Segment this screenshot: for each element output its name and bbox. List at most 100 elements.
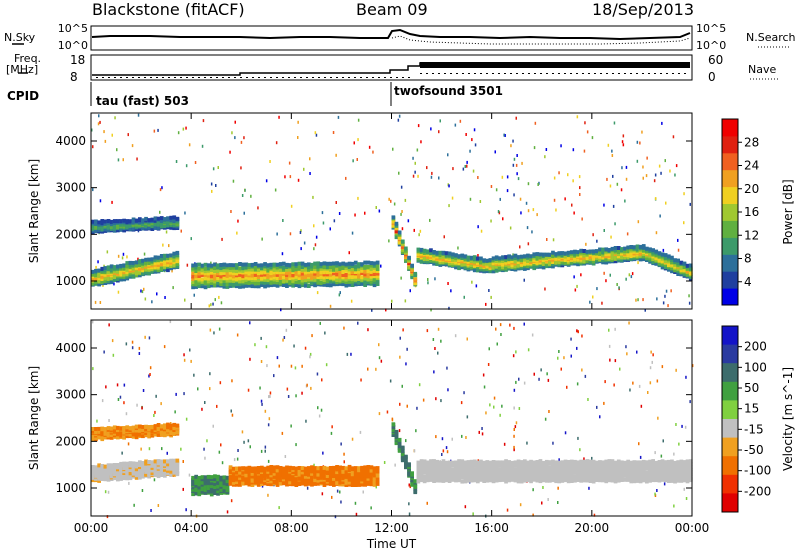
echo-cell	[209, 281, 214, 285]
echo-cell	[544, 473, 549, 478]
colorbar-segment	[722, 119, 738, 137]
echo-cell	[91, 272, 95, 277]
echo-cell	[250, 284, 255, 289]
echo-cell	[523, 470, 527, 475]
echo-cell	[203, 262, 208, 267]
echo-cell	[585, 474, 590, 479]
noise-echo	[212, 302, 214, 306]
echo-cell	[372, 475, 377, 480]
echo-cell	[479, 471, 483, 476]
echo-cell	[112, 476, 117, 480]
echo-cell	[676, 272, 680, 276]
echo-cell	[366, 274, 371, 279]
noise-echo	[404, 198, 407, 202]
echo-cell	[347, 482, 352, 487]
echo-cell	[513, 460, 518, 465]
echo-cell	[538, 252, 543, 257]
noise-echo	[185, 164, 188, 168]
noise-echo	[512, 354, 515, 358]
noise-echo	[512, 163, 515, 167]
noise-echo	[391, 417, 394, 421]
echo-cell	[97, 478, 101, 483]
noise-echo	[466, 160, 468, 164]
echo-cell	[266, 273, 270, 278]
noise-echo	[113, 282, 115, 286]
noise-tick-low-right: 10^0	[696, 39, 726, 52]
echo-cell	[501, 471, 505, 476]
echo-cell	[588, 462, 593, 467]
echo-cell	[344, 472, 349, 477]
noise-echo	[99, 120, 101, 124]
echo-cell	[585, 258, 590, 263]
noise-echo	[406, 404, 408, 408]
echo-cell	[97, 220, 101, 225]
echo-cell	[407, 255, 411, 260]
echo-cell	[347, 265, 352, 270]
noise-echo	[283, 336, 286, 339]
echo-cell	[447, 251, 452, 256]
echo-cell	[116, 264, 120, 269]
echo-cell	[579, 462, 583, 466]
echo-cell	[256, 271, 261, 276]
echo-cell	[404, 254, 408, 259]
echo-cell	[463, 464, 468, 469]
echo-cell	[595, 249, 599, 254]
echo-cell	[156, 225, 161, 230]
echo-cell	[469, 463, 474, 467]
x-tick-label: 12:00	[374, 521, 409, 535]
colorbar-tick-label: 28	[744, 135, 759, 149]
echo-cell	[147, 474, 151, 479]
echo-cell	[228, 476, 233, 481]
echo-cell	[163, 217, 167, 222]
noise-echo	[286, 387, 289, 391]
echo-cell	[422, 470, 427, 475]
echo-cell	[682, 477, 687, 482]
noise-echo	[466, 164, 468, 168]
noise-echo	[660, 171, 662, 175]
echo-cell	[297, 261, 302, 266]
echo-cell	[601, 470, 605, 474]
echo-cell	[613, 469, 618, 474]
echo-cell	[169, 253, 173, 258]
echo-cell	[551, 260, 555, 264]
noise-echo	[482, 373, 485, 377]
echo-cell	[341, 476, 346, 481]
echo-cell	[595, 469, 599, 474]
echo-cell	[416, 252, 421, 257]
echo-cell	[94, 435, 98, 440]
noise-echo	[515, 116, 517, 120]
echo-cell	[350, 275, 355, 279]
echo-cell	[425, 476, 430, 481]
echo-cell	[604, 479, 609, 484]
echo-cell	[147, 431, 151, 436]
echo-cell	[122, 266, 126, 271]
noise-echo	[150, 509, 152, 512]
echo-cell	[200, 279, 205, 284]
echo-cell	[670, 255, 674, 260]
echo-cell	[303, 472, 308, 477]
noise-echo	[375, 206, 377, 209]
noise-echo	[612, 204, 615, 208]
echo-cell	[350, 261, 355, 266]
echo-cell	[504, 469, 508, 474]
echo-cell	[604, 252, 609, 257]
echo-cell	[519, 462, 524, 467]
echo-cell	[266, 268, 270, 273]
echo-cell	[225, 276, 230, 281]
noise-echo	[177, 131, 180, 135]
echo-cell	[560, 467, 565, 471]
echo-cell	[269, 467, 274, 472]
noise-echo	[412, 174, 415, 178]
echo-cell	[654, 469, 659, 474]
echo-cell	[256, 281, 261, 286]
echo-cell	[291, 278, 295, 283]
noise-echo	[159, 210, 161, 214]
noise-echo	[432, 338, 435, 341]
noise-echo	[447, 388, 449, 392]
echo-cell	[413, 479, 418, 484]
echo-cell	[441, 459, 446, 464]
echo-cell	[172, 422, 177, 427]
y-tick-label: 3000	[55, 388, 86, 402]
noise-echo	[182, 460, 184, 463]
noise-echo	[532, 208, 535, 212]
